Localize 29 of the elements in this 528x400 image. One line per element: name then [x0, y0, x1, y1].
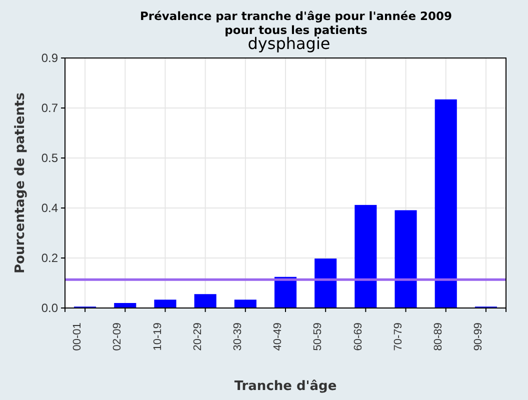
x-tick-label: 70-79 [392, 322, 404, 351]
y-tick-label: 0.4 [41, 200, 58, 215]
x-tick-label: 30-39 [232, 322, 244, 351]
chart-title: Prévalence par tranche d'âge pour l'année 2009 pour tous les patients [140, 9, 452, 37]
bar [234, 300, 256, 308]
x-tick-label: 80-89 [432, 322, 444, 351]
x-tick-label: 20-29 [192, 322, 204, 351]
bar [194, 294, 216, 308]
bar [314, 258, 337, 308]
x-tick-label: 02-09 [112, 322, 124, 351]
y-tick-label: 0.0 [41, 300, 58, 315]
y-tick-label: 0.7 [41, 100, 58, 115]
x-tick-label: 00-01 [72, 322, 84, 351]
y-tick-label: 0.9 [41, 50, 58, 65]
bar [434, 99, 457, 308]
bar [274, 276, 297, 308]
y-tick-label: 0.5 [41, 150, 58, 165]
bar [394, 210, 417, 308]
x-tick-label: 60-69 [352, 322, 364, 351]
x-tick-label: 90-99 [472, 322, 485, 351]
bar [114, 303, 136, 308]
x-tick-label: 10-19 [152, 322, 164, 351]
bar [354, 204, 377, 308]
y-tick-label: 0.2 [41, 250, 58, 265]
x-tick-label: 40-49 [272, 322, 284, 351]
x-tick-label: 50-59 [312, 322, 324, 351]
x-axis-title: Tranche d'âge [234, 379, 337, 394]
y-axis-title: Pourcentage de patients [13, 92, 28, 274]
bar [154, 300, 176, 308]
